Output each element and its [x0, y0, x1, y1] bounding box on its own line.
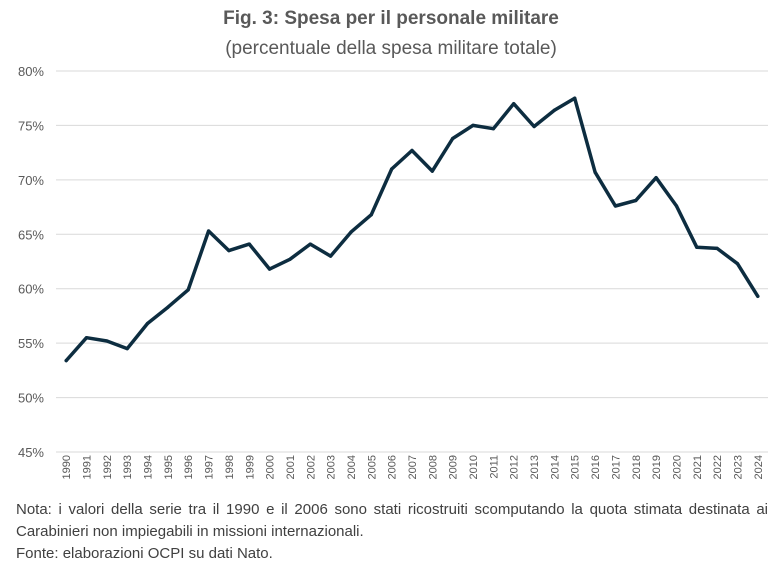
x-tick-label: 2022: [712, 455, 724, 479]
x-axis: 1990 1991 1992 1993 1994 1995 1996 1997 1998 1999…: [61, 455, 765, 479]
x-tick-label: 1998: [224, 455, 236, 479]
data-point: [634, 198, 638, 203]
data-point: [410, 148, 414, 153]
x-tick-label: 2004: [346, 455, 358, 479]
data-point: [125, 347, 129, 351]
data-point: [64, 359, 68, 363]
data-point: [512, 102, 516, 106]
data-point: [674, 204, 679, 208]
x-tick-label: 2005: [366, 455, 378, 479]
y-tick-label: 55%: [18, 336, 44, 351]
data-point: [207, 229, 211, 233]
data-point: [390, 167, 394, 171]
data-point: [532, 124, 536, 129]
footnote: Nota: i valori della serie tra il 1990 e…: [16, 499, 768, 565]
footnote-source: Fonte: elaborazioni OCPI su dati Nato.: [16, 545, 273, 562]
x-tick-label: 2016: [590, 455, 602, 479]
x-tick-label: 2023: [732, 455, 744, 479]
data-point: [105, 339, 109, 343]
y-tick-label: 60%: [18, 282, 44, 297]
x-tick-label: 2007: [407, 455, 419, 479]
series-layer: [64, 96, 760, 363]
data-point: [145, 321, 150, 326]
chart-subtitle: (percentuale della spesa militare totale…: [225, 38, 557, 59]
x-tick-label: 1992: [102, 455, 114, 479]
x-tick-label: 2006: [387, 455, 399, 479]
x-tick-label: 1995: [163, 455, 175, 479]
x-tick-label: 2020: [671, 455, 683, 479]
data-point: [166, 305, 170, 309]
x-tick-label: 1993: [122, 455, 134, 479]
data-point: [451, 136, 455, 141]
y-tick-label: 75%: [18, 118, 44, 133]
x-tick-label: 2015: [570, 455, 582, 479]
x-tick-label: 2011: [488, 455, 500, 479]
x-tick-label: 2002: [305, 455, 317, 479]
y-tick-label: 50%: [18, 391, 44, 406]
x-tick-label: 1996: [183, 455, 195, 479]
data-point: [735, 262, 740, 266]
data-point: [613, 204, 618, 208]
x-tick-label: 2009: [448, 455, 460, 479]
data-point: [654, 176, 658, 180]
data-point: [268, 267, 272, 271]
y-tick-label: 80%: [18, 64, 44, 79]
x-tick-label: 1999: [244, 455, 256, 479]
x-tick-label: 2024: [753, 455, 765, 479]
x-tick-label: 2008: [427, 455, 439, 479]
data-point: [308, 242, 312, 246]
chart-title: Fig. 3: Spesa per il personale militare: [223, 8, 559, 29]
x-tick-label: 2021: [692, 455, 704, 479]
x-tick-label: 2003: [326, 455, 338, 479]
y-tick-label: 45%: [18, 445, 44, 460]
data-point: [695, 245, 699, 249]
x-tick-label: 1991: [82, 455, 94, 479]
data-point: [227, 249, 231, 253]
y-tick-label: 70%: [18, 173, 44, 188]
data-point: [593, 170, 597, 174]
data-point: [247, 242, 251, 246]
data-point: [715, 246, 719, 250]
y-axis: 80% 75% 70% 65% 60% 55% 50% 45%: [18, 64, 44, 460]
x-tick-label: 2017: [610, 455, 622, 479]
grid-layer: [56, 70, 768, 453]
data-point: [491, 127, 495, 131]
x-tick-label: 2018: [631, 455, 643, 479]
x-tick-label: 1997: [204, 455, 216, 479]
data-point: [573, 96, 577, 100]
footnote-note: Nota: i valori della serie tra il 1990 e…: [16, 501, 768, 540]
x-tick-label: 2000: [265, 455, 277, 479]
data-point: [552, 108, 557, 112]
data-point: [430, 169, 434, 173]
data-point: [84, 336, 89, 340]
x-tick-label: 2019: [651, 455, 663, 479]
data-point: [186, 288, 190, 292]
x-tick-label: 1990: [61, 455, 73, 479]
x-tick-label: 2014: [549, 455, 561, 479]
series-line: [64, 96, 760, 363]
data-point: [288, 257, 292, 261]
x-tick-label: 2012: [509, 455, 521, 479]
data-point: [756, 294, 760, 298]
data-point: [369, 213, 373, 217]
x-tick-label: 1994: [143, 455, 155, 479]
x-tick-label: 2001: [285, 455, 297, 479]
chart-plot: 80%75%70%65%60%55%50%45% 1990 1991 1992 199…: [18, 64, 768, 479]
data-point: [329, 254, 333, 258]
data-point: [349, 230, 353, 234]
x-tick-label: 2013: [529, 455, 541, 479]
y-tick-label: 65%: [18, 227, 44, 242]
x-tick-label: 2010: [468, 455, 480, 479]
data-point: [471, 123, 475, 127]
